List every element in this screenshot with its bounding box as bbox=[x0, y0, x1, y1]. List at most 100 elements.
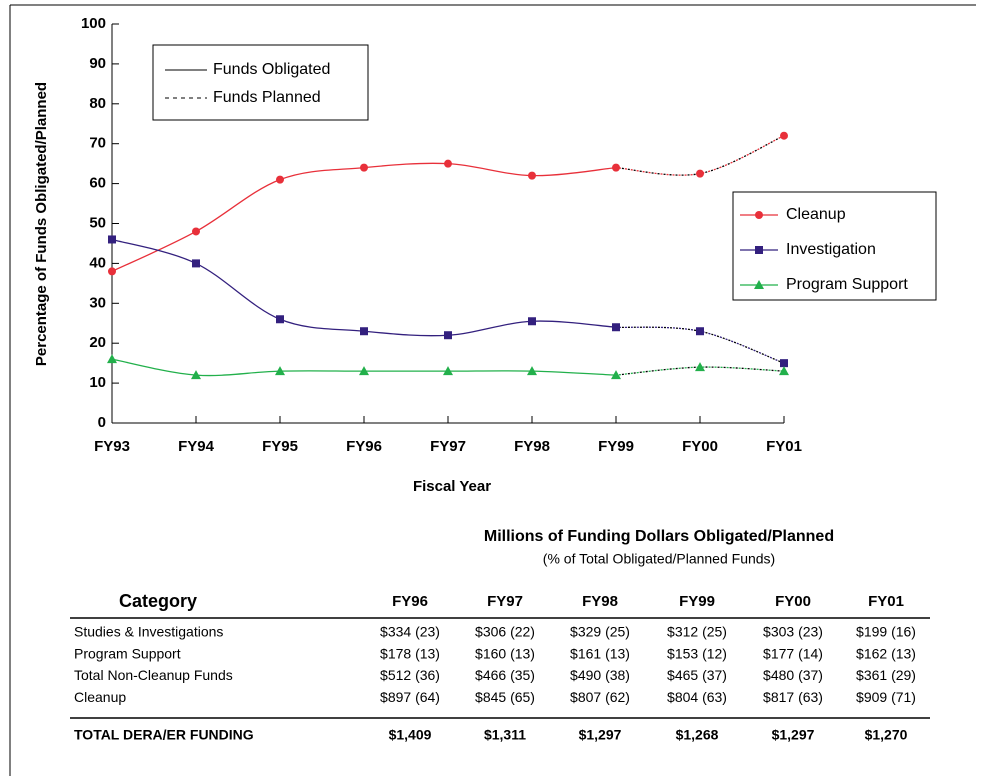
y-tick-label: 0 bbox=[98, 414, 106, 431]
style-legend bbox=[152, 44, 369, 121]
data-point bbox=[696, 169, 704, 178]
table-cell: $162 (13) bbox=[856, 645, 916, 661]
table-cell: $465 (37) bbox=[667, 667, 727, 683]
x-tick-label: FY96 bbox=[346, 438, 382, 455]
table-title: Millions of Funding Dollars Obligated/Pl… bbox=[484, 528, 834, 545]
y-tick-label: 20 bbox=[89, 334, 106, 351]
table-subtitle: (% of Total Obligated/Planned Funds) bbox=[543, 551, 775, 567]
table-cell: $480 (37) bbox=[763, 667, 823, 683]
series-legend bbox=[732, 191, 937, 301]
y-tick-label: 70 bbox=[89, 135, 106, 152]
table-total: $1,311 bbox=[484, 727, 526, 743]
legend-label: Cleanup bbox=[786, 206, 846, 223]
data-point bbox=[360, 163, 368, 172]
table-cell: $303 (23) bbox=[763, 624, 823, 640]
table-cell: $817 (63) bbox=[763, 689, 823, 705]
data-point bbox=[611, 370, 621, 380]
data-point bbox=[275, 366, 285, 376]
data-point bbox=[780, 359, 788, 368]
data-point bbox=[444, 159, 452, 168]
table-header: Category bbox=[119, 591, 197, 611]
table-cell: $177 (14) bbox=[763, 645, 823, 661]
table-cell: $361 (29) bbox=[856, 667, 916, 683]
y-tick-label: 30 bbox=[89, 294, 106, 311]
legend-label: Program Support bbox=[786, 276, 908, 293]
table-cell: $312 (25) bbox=[667, 624, 727, 640]
legend-label: Funds Planned bbox=[213, 89, 321, 106]
data-point bbox=[276, 175, 284, 184]
data-point bbox=[359, 366, 369, 376]
data-point bbox=[108, 267, 116, 276]
y-tick-label: 60 bbox=[89, 175, 106, 192]
data-point bbox=[276, 315, 284, 324]
y-tick-label: 10 bbox=[89, 374, 106, 391]
table-cell: $178 (13) bbox=[380, 645, 440, 661]
table-total: TOTAL DERA/ER FUNDING bbox=[74, 727, 254, 743]
legend-marker bbox=[755, 211, 763, 219]
table-total: $1,268 bbox=[676, 727, 719, 743]
table-cell: $490 (38) bbox=[570, 667, 630, 683]
table-total: $1,409 bbox=[389, 727, 432, 743]
series-line bbox=[111, 238, 617, 337]
table-header: FY00 bbox=[775, 593, 811, 610]
data-point bbox=[780, 131, 788, 140]
legend-label: Investigation bbox=[786, 241, 876, 258]
data-point bbox=[192, 227, 200, 236]
table-cell: $160 (13) bbox=[475, 645, 535, 661]
table-cell: Cleanup bbox=[74, 689, 126, 705]
data-point bbox=[779, 366, 789, 376]
table-header: FY97 bbox=[487, 593, 523, 610]
data-point bbox=[191, 370, 201, 380]
data-point bbox=[527, 366, 537, 376]
x-tick-label: FY01 bbox=[766, 438, 802, 455]
y-tick-label: 90 bbox=[89, 55, 106, 72]
x-tick-label: FY93 bbox=[94, 438, 130, 455]
data-point bbox=[528, 171, 536, 180]
data-point bbox=[107, 354, 117, 364]
table-header: FY01 bbox=[868, 593, 904, 610]
series-line bbox=[111, 162, 617, 272]
table-cell: $909 (71) bbox=[856, 689, 916, 705]
data-point bbox=[695, 362, 705, 372]
series-line bbox=[615, 135, 785, 176]
table-cell: $897 (64) bbox=[380, 689, 440, 705]
table-cell: $199 (16) bbox=[856, 624, 916, 640]
data-point bbox=[696, 327, 704, 336]
table-total: $1,297 bbox=[579, 727, 622, 743]
table-cell: $804 (63) bbox=[667, 689, 727, 705]
table-cell: $845 (65) bbox=[475, 689, 535, 705]
x-tick-label: FY00 bbox=[682, 438, 718, 455]
x-tick-label: FY97 bbox=[430, 438, 466, 455]
table-cell: $512 (36) bbox=[380, 667, 440, 683]
table-total: $1,297 bbox=[772, 727, 815, 743]
table-total: $1,270 bbox=[865, 727, 908, 743]
legend-label: Funds Obligated bbox=[213, 61, 330, 78]
table-cell: $161 (13) bbox=[570, 645, 630, 661]
table-cell: Studies & Investigations bbox=[74, 624, 223, 640]
x-tick-label: FY99 bbox=[598, 438, 634, 455]
legend-marker bbox=[754, 280, 764, 289]
table-header: FY98 bbox=[582, 593, 618, 610]
table-cell: Program Support bbox=[74, 645, 181, 661]
data-point bbox=[108, 235, 116, 244]
table-cell: Total Non-Cleanup Funds bbox=[74, 667, 233, 683]
legend-marker bbox=[755, 246, 763, 254]
data-point bbox=[528, 317, 536, 326]
table-cell: $329 (25) bbox=[570, 624, 630, 640]
table-cell: $466 (35) bbox=[475, 667, 535, 683]
x-tick-label: FY98 bbox=[514, 438, 550, 455]
data-point bbox=[360, 327, 368, 336]
x-tick-label: FY94 bbox=[178, 438, 215, 455]
data-point bbox=[444, 331, 452, 340]
y-tick-label: 80 bbox=[89, 95, 106, 112]
y-tick-label: 50 bbox=[89, 214, 106, 231]
series-line bbox=[615, 326, 785, 364]
data-point bbox=[612, 163, 620, 172]
table-cell: $153 (12) bbox=[667, 645, 727, 661]
y-axis-label: Percentage of Funds Obligated/Planned bbox=[33, 82, 50, 366]
series-line bbox=[615, 135, 785, 176]
table-header: FY99 bbox=[679, 593, 715, 610]
x-tick-label: FY95 bbox=[262, 438, 298, 455]
data-point bbox=[443, 366, 453, 376]
